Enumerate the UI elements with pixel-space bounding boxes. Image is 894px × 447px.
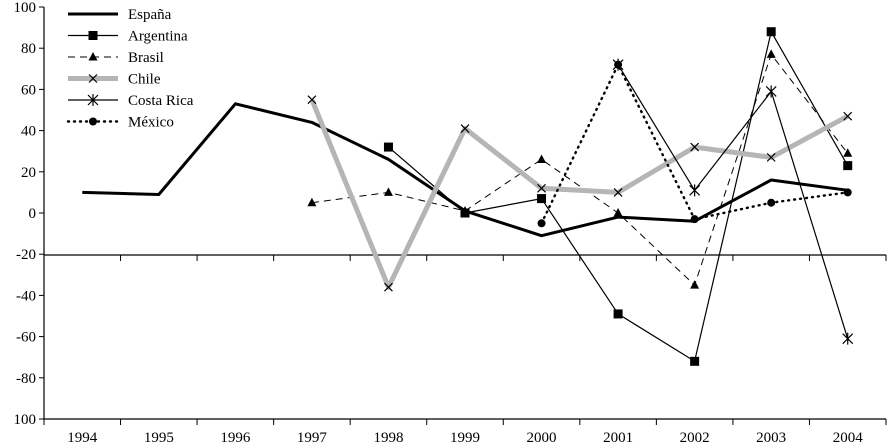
point-argentina [843,161,853,171]
point-mexico [843,188,852,197]
legend-label-chile: Chile [128,72,161,88]
point-brasil [843,148,853,157]
series-markers [307,27,854,366]
x-tick-label: 1994 [67,430,98,446]
legend-item-espana: España [68,7,172,23]
point-costa-rica [842,332,854,345]
x-tick-label: 2001 [603,430,633,446]
x-tick-label: 1998 [373,430,403,446]
y-tick-label: 100 [14,412,37,428]
point-chile [613,187,623,197]
point-costa-rica [765,85,777,98]
y-tick-label: 80 [21,41,36,57]
point-argentina [613,309,623,319]
legend-label-argentina: Argentina [128,29,188,45]
y-axis-ticks: 100 80 60 40 20 0 -20 -40 -60 -80 100 [14,0,44,428]
point-chile [766,152,776,162]
point-chile [537,183,546,193]
x-tick-label: 1995 [144,430,174,446]
point-mexico [690,215,699,224]
point-argentina [537,194,547,204]
legend-marker-costa-rica [87,94,99,106]
point-chile [690,142,700,152]
y-tick-label: 40 [21,124,36,140]
y-tick-label: 20 [21,165,36,181]
legend-label-brasil: Brasil [128,50,164,66]
point-argentina [766,27,776,37]
legend-item-costa-rica: Costa Rica [68,93,194,109]
series-lines [82,31,849,362]
point-chile [384,282,393,292]
series-line-mexico [540,63,849,225]
legend-label-mexico: México [128,115,174,131]
x-tick-label: 2004 [833,430,864,446]
legend-marker-brasil [88,52,98,61]
point-brasil [613,208,623,217]
legend-item-argentina: Argentina [68,29,188,45]
y-tick-label: 0 [29,206,37,222]
y-tick-label: -60 [16,330,36,346]
point-costa-rica [689,184,701,197]
legend-marker-mexico [89,117,97,126]
point-mexico [537,219,546,228]
point-chile [460,124,470,133]
point-argentina [690,356,700,366]
x-tick-label: 1996 [220,430,251,446]
x-axis-ticks: 1994 1995 1996 1997 1998 1999 2000 2001 2002 2003… [43,255,887,446]
x-tick-label: 1997 [297,430,328,446]
x-tick-label: 2000 [527,430,557,446]
legend-marker-chile [88,74,98,83]
point-brasil [307,197,317,207]
y-tick-label: -40 [16,288,36,304]
legend-item-mexico: México [66,115,174,131]
legend-item-chile: Chile [68,72,161,88]
point-mexico [767,198,776,207]
y-tick-label: -80 [16,371,36,387]
point-brasil [766,49,776,58]
series-line-costa-rica [617,64,849,339]
y-tick-label: -20 [16,247,36,263]
point-brasil [383,187,393,196]
legend-label-costa-rica: Costa Rica [128,93,194,109]
point-brasil [690,280,700,289]
y-tick-label: 60 [21,82,36,98]
point-chile [307,95,317,105]
legend-item-brasil: Brasil [68,50,164,66]
y-tick-label: 100 [14,0,37,16]
x-tick-label: 2003 [756,430,786,446]
legend-marker-argentina [88,31,98,40]
x-tick-label: 2002 [680,430,710,446]
point-brasil [537,154,547,163]
point-mexico [614,60,623,69]
x-tick-label: 1999 [450,430,480,446]
point-argentina [383,142,393,152]
series-line-chile [309,98,849,290]
legend: España Argentina Brasil Chile Costa Rica Méxi… [66,7,194,131]
point-brasil [460,205,470,215]
point-chile [843,111,853,121]
legend-label-espana: España [128,7,172,23]
series-line-brasil [311,53,849,286]
